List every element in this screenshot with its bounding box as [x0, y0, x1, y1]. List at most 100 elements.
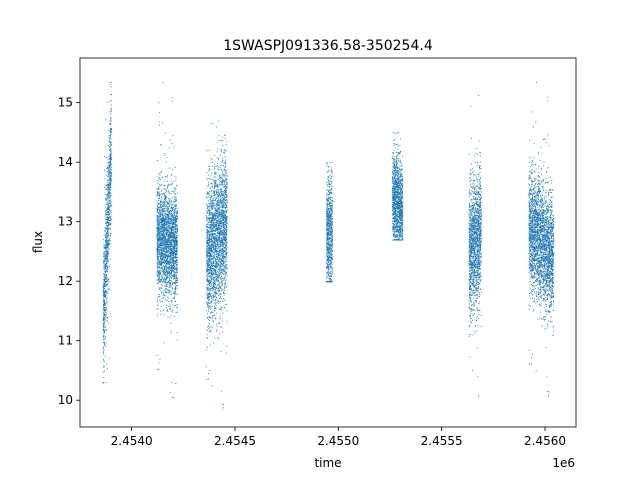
data-point [175, 231, 177, 233]
data-point [162, 231, 164, 233]
data-point [158, 202, 160, 204]
data-point [159, 231, 161, 233]
data-point [103, 239, 104, 241]
data-point [175, 272, 177, 274]
data-point [168, 272, 170, 274]
data-point [175, 228, 177, 230]
data-point [159, 216, 161, 218]
data-point [210, 223, 211, 225]
data-point [110, 159, 112, 161]
data-point [215, 274, 217, 276]
data-point [104, 229, 106, 231]
data-point [170, 310, 172, 312]
data-point [159, 185, 161, 187]
data-point [109, 199, 111, 201]
data-point [157, 246, 159, 247]
data-point [157, 264, 159, 266]
data-point [159, 210, 161, 212]
data-point [162, 212, 164, 214]
data-point [157, 278, 159, 280]
data-point [165, 239, 167, 241]
data-point [172, 209, 174, 211]
data-point [160, 249, 162, 250]
data-point [156, 256, 158, 258]
data-point [158, 217, 160, 218]
data-point [164, 292, 166, 294]
data-point [222, 408, 224, 410]
data-point [219, 167, 221, 169]
data-point [222, 180, 224, 181]
data-point [211, 242, 213, 244]
data-point [176, 249, 177, 251]
data-point [167, 224, 169, 226]
data-point [166, 240, 168, 242]
data-point [165, 237, 167, 239]
data-point [165, 228, 167, 230]
data-point [167, 216, 169, 218]
data-point [174, 282, 175, 284]
data-point [171, 203, 173, 205]
data-point [107, 186, 109, 187]
data-point [104, 336, 106, 338]
data-point [211, 310, 213, 312]
data-point [172, 245, 174, 247]
data-point [213, 205, 215, 207]
data-point [105, 184, 107, 186]
data-point [169, 212, 171, 214]
data-point [106, 248, 108, 250]
data-point [175, 198, 177, 200]
data-point [157, 261, 159, 263]
data-point [172, 247, 174, 249]
data-point [162, 251, 164, 253]
data-point [165, 279, 167, 281]
data-point [165, 281, 167, 283]
data-point [103, 359, 105, 361]
data-point [109, 136, 111, 138]
data-point [221, 179, 223, 181]
data-point [217, 269, 219, 271]
data-point [159, 264, 160, 265]
data-point [104, 299, 105, 301]
data-point [157, 270, 159, 272]
data-point [220, 278, 222, 280]
data-point [156, 218, 158, 220]
data-point [213, 179, 215, 181]
data-point [172, 231, 174, 233]
data-point [168, 241, 170, 243]
data-point [174, 226, 176, 228]
data-point [109, 203, 111, 205]
data-point [217, 266, 219, 267]
data-point [164, 277, 165, 279]
data-point [207, 306, 209, 308]
data-point [106, 214, 108, 216]
data-point [162, 235, 163, 237]
data-point [168, 255, 169, 257]
data-point [102, 336, 104, 338]
data-point [207, 236, 209, 238]
data-point [170, 201, 172, 203]
data-point [175, 260, 177, 262]
data-point [164, 251, 166, 253]
data-point [110, 189, 111, 191]
data-point [106, 196, 108, 198]
data-point [106, 198, 108, 200]
data-point [160, 227, 162, 229]
data-point [176, 210, 178, 212]
data-point [108, 182, 110, 184]
data-point [103, 317, 105, 319]
data-point [175, 227, 177, 229]
data-point [109, 248, 111, 250]
data-point [177, 230, 178, 232]
data-point [166, 220, 168, 222]
data-point [169, 219, 171, 221]
data-point [156, 212, 158, 213]
data-point [216, 189, 218, 191]
data-point [165, 274, 167, 276]
data-point [173, 271, 175, 272]
data-point [103, 365, 105, 367]
data-point [163, 238, 165, 239]
data-point [106, 254, 108, 256]
data-point [211, 234, 213, 236]
data-point [174, 257, 176, 259]
data-point [104, 315, 106, 317]
